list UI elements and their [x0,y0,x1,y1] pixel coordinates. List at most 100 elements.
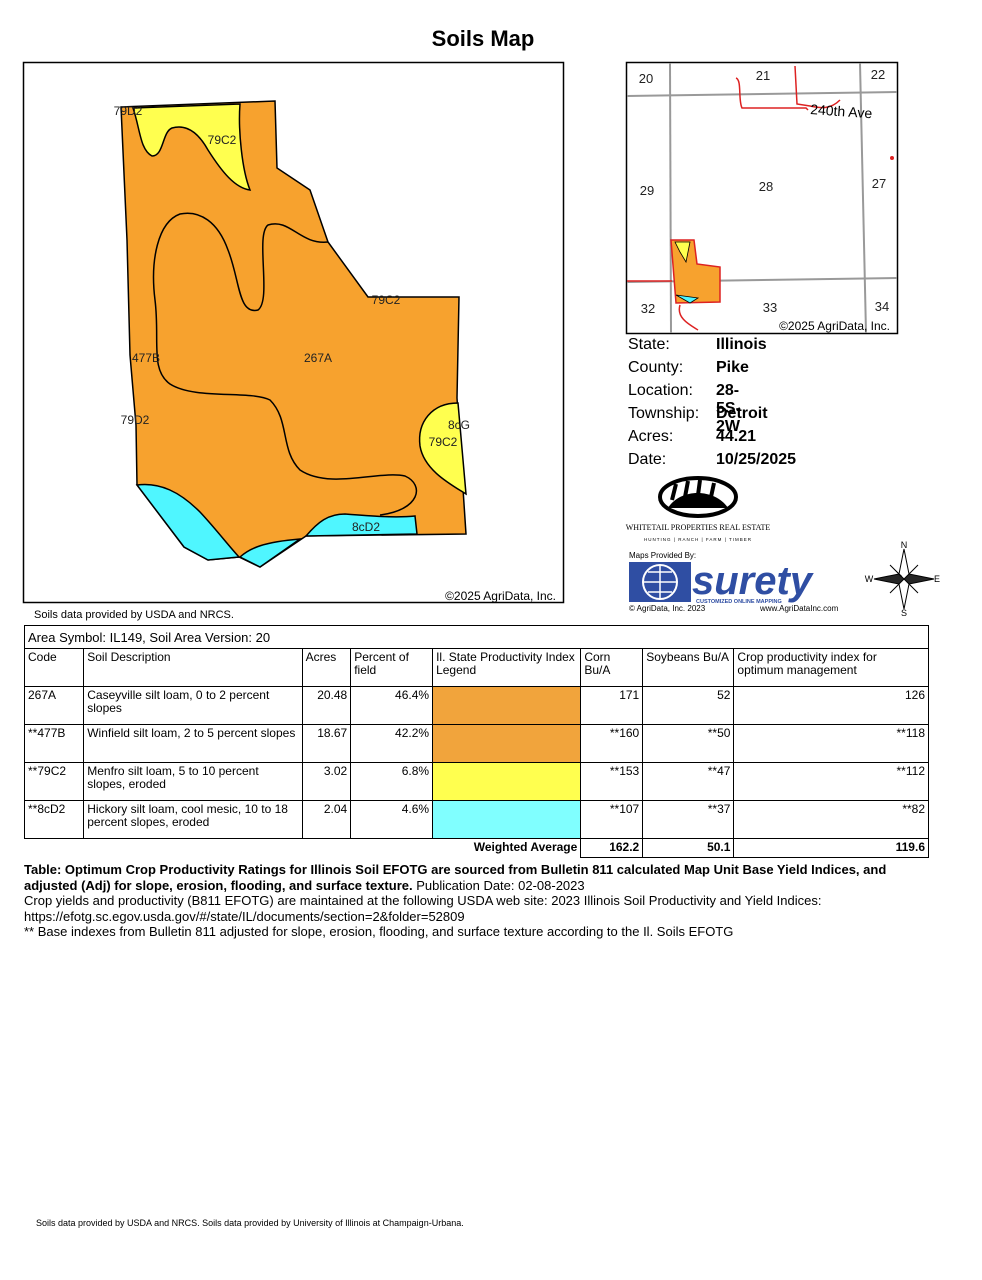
map-label: 8cD2 [352,520,380,534]
header-cell: Crop productivity index for optimum mana… [733,648,929,687]
header-cell: Il. State Productivity Index Legend [432,648,582,687]
road-label: 240th Ave [810,101,873,121]
soybeans-cell: **50 [642,724,735,763]
surety-tagline: CUSTOMIZED ONLINE MAPPING [696,599,782,605]
section-label: 22 [871,67,885,82]
description-cell: Menfro silt loam, 5 to 10 percent slopes… [83,762,303,801]
legend-swatch [432,724,582,763]
code-cell: **8cD2 [23,800,85,839]
section-label: 34 [875,299,889,314]
map-label: 8cG [448,418,470,432]
surety-copyright: © AgriData, Inc. 2023 [629,604,706,613]
info-label: State: [628,336,670,353]
surety-provided: Maps Provided By: [629,551,696,560]
soil-79c2 [418,402,467,496]
description-cell: Winfield silt loam, 2 to 5 percent slope… [83,724,303,763]
info-value: Pike [716,359,749,376]
map-label: 79C2 [208,133,237,147]
percent-cell: 6.8% [350,762,434,801]
soybeans-cell: **47 [642,762,735,801]
section-label: 29 [640,183,654,198]
footer: Soils data provided by USDA and NRCS. So… [36,1218,464,1228]
note-date: Publication Date: 02-08-2023 [416,877,585,893]
notes: Table: Optimum Crop Productivity Ratings… [24,862,924,940]
corn-average: 162.2 [580,838,644,858]
description-cell: Caseyville silt loam, 0 to 2 percent slo… [83,686,303,725]
soil-8cd2 [238,538,303,568]
soil-boundary [152,212,418,516]
info-label: Location: [628,382,693,399]
source-note: Soils data provided by USDA and NRCS. [34,609,234,621]
code-cell: **477B [23,724,85,763]
surety-brand: surety [692,559,814,603]
map-label: 79D2 [114,104,143,118]
soil-row: **79C2 Menfro silt loam, 5 to 10 percent … [23,762,929,801]
soil-row: 267A Caseyville silt loam, 0 to 2 percent… [23,686,929,725]
info-value: 10/25/2025 [716,451,797,468]
soybeans-cell: **37 [642,800,735,839]
weighted-label: Weighted Average [24,838,582,858]
map-label: 267A [304,351,332,365]
acres-cell: 3.02 [301,762,352,801]
cpi-cell: **118 [733,724,929,763]
section-label: 28 [759,179,773,194]
section-label: 21 [756,68,770,83]
info-label: Date: [628,451,667,468]
maps: 79D2 79C2 79C2 477B 267A 79D2 8cG 79C2 8… [22,61,940,621]
info-value: 28-5S-2W [716,382,741,435]
map-copyright: ©2025 AgriData, Inc. [445,589,556,603]
info-label: Township: [628,405,700,422]
acres-cell: 18.67 [301,724,352,763]
info-value: Detroit [716,405,768,422]
cpi-cell: **82 [733,800,929,839]
header-cell: Corn Bu/A [580,648,644,687]
percent-cell: 46.4% [350,686,434,725]
code-cell: 267A [23,686,85,725]
page-title: Soils Map [431,26,535,51]
header-row: Code Soil Description Acres Percent of fiel… [23,648,929,687]
map-label: 79C2 [429,435,458,449]
map-label: 79C2 [372,293,401,307]
section-label: 32 [641,301,655,316]
cpi-average: 119.6 [733,838,929,858]
section-label: 33 [763,300,777,315]
acres-cell: 20.48 [301,686,352,725]
weighted-row: Weighted Average 162.2 50.1 119.6 [24,838,929,858]
description-cell: Hickory silt loam, cool mesic, 10 to 18 … [83,800,303,839]
logo-tagline: HUNTING | RANCH | FARM | TIMBER [644,537,752,542]
note: Table: Optimum Crop Productivity Ratings… [24,862,924,893]
corn-cell: **160 [580,724,644,763]
header-cell: Soybeans Bu/A [642,648,735,687]
area-cell: Area Symbol: IL149, Soil Area Version: 2… [24,625,929,649]
header-cell: Code [23,648,85,687]
info-label: Acres: [628,428,674,445]
cpi-cell: **112 [733,762,929,801]
soil-8cd2 [304,513,418,537]
legend-swatch [432,800,582,839]
map-label: 79D2 [121,413,150,427]
note: ** Base indexes from Bulletin 811 adjust… [24,924,734,939]
locator-copyright: ©2025 AgriData, Inc. [779,319,890,333]
legend-swatch [432,686,582,725]
logo-name: WHITETAIL PROPERTIES REAL ESTATE [626,523,771,532]
compass-n: N [901,540,908,550]
note-bold: Table: Optimum Crop Productivity Ratings… [24,862,887,893]
soil-row: **8cD2 Hickory silt loam, cool mesic, 10 … [23,800,929,839]
section-label: 20 [639,71,653,86]
info-value: Illinois [716,336,767,353]
compass-w: W [865,574,874,584]
legend-swatch [432,762,582,801]
soil-row: **477B Winfield silt loam, 2 to 5 percent… [23,724,929,763]
cpi-cell: 126 [733,686,929,725]
percent-cell: 42.2% [350,724,434,763]
soil-79c2 [131,103,252,191]
header-cell: Percent of field [350,648,434,687]
section-label: 27 [872,176,886,191]
area-row: Area Symbol: IL149, Soil Area Version: 2… [24,625,929,649]
code-cell: **79C2 [23,762,85,801]
percent-cell: 4.6% [350,800,434,839]
soybeans-cell: 52 [642,686,735,725]
corn-cell: **107 [580,800,644,839]
map-label: 477B [132,351,160,365]
